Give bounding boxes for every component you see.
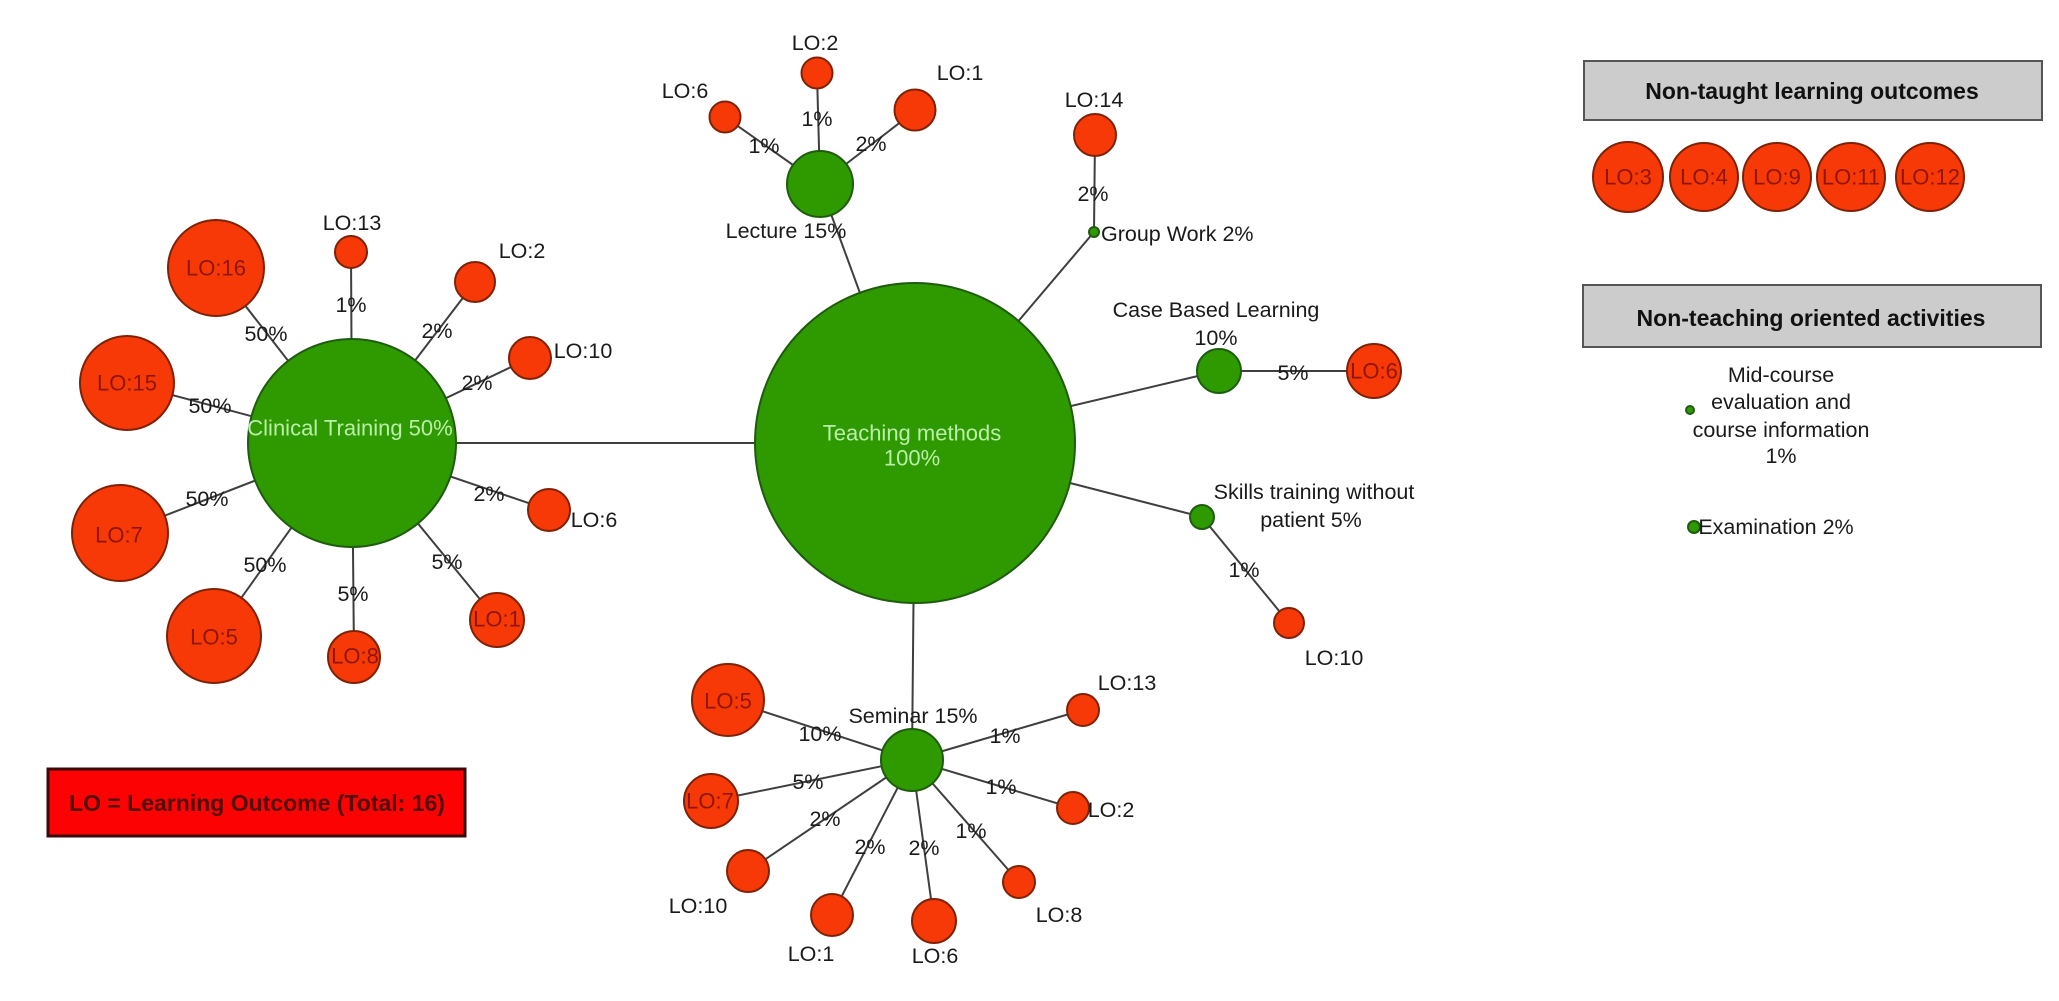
svg-text:LO:1: LO:1 [473, 607, 521, 632]
svg-text:2%: 2% [855, 132, 886, 156]
svg-text:LO:10: LO:10 [669, 894, 728, 918]
svg-text:Examination 2%: Examination 2% [1698, 515, 1853, 539]
svg-text:5%: 5% [431, 550, 462, 574]
svg-text:LO:7: LO:7 [686, 789, 734, 814]
svg-text:LO:15: LO:15 [97, 371, 157, 396]
svg-text:2%: 2% [461, 371, 492, 395]
svg-text:1%: 1% [801, 107, 832, 131]
svg-text:LO:16: LO:16 [186, 256, 246, 281]
svg-text:LO:8: LO:8 [331, 644, 379, 669]
svg-text:LO:1: LO:1 [788, 942, 835, 966]
svg-text:1%: 1% [955, 819, 986, 843]
svg-text:patient 5%: patient 5% [1260, 508, 1362, 532]
svg-text:LO:5: LO:5 [704, 689, 752, 714]
svg-text:2%: 2% [908, 836, 939, 860]
svg-text:LO:7: LO:7 [95, 523, 143, 548]
svg-text:2%: 2% [1077, 182, 1108, 206]
svg-text:100%: 100% [884, 446, 940, 471]
svg-text:LO:11: LO:11 [1822, 165, 1880, 190]
svg-text:LO:6: LO:6 [571, 508, 618, 532]
svg-text:50%: 50% [243, 553, 286, 577]
svg-text:Case Based Learning: Case Based Learning [1113, 298, 1320, 322]
svg-text:1%: 1% [748, 134, 779, 158]
svg-text:LO:14: LO:14 [1065, 88, 1124, 112]
svg-text:Non-teaching oriented activiti: Non-teaching oriented activities [1637, 305, 1986, 331]
svg-text:Teaching methods: Teaching methods [823, 421, 1002, 446]
svg-text:LO:1: LO:1 [937, 61, 984, 85]
svg-text:evaluation and: evaluation and [1711, 390, 1851, 414]
svg-text:LO:10: LO:10 [1305, 646, 1364, 670]
svg-text:2%: 2% [809, 807, 840, 831]
svg-text:50%: 50% [188, 394, 231, 418]
svg-text:10%: 10% [1194, 326, 1237, 350]
svg-text:Seminar 15%: Seminar 15% [848, 704, 977, 728]
svg-text:LO:6: LO:6 [912, 944, 959, 968]
svg-text:1%: 1% [1765, 444, 1796, 468]
svg-text:2%: 2% [473, 482, 504, 506]
svg-text:LO:12: LO:12 [1900, 165, 1960, 190]
svg-text:LO:6: LO:6 [1350, 359, 1398, 384]
svg-text:LO:5: LO:5 [190, 625, 238, 650]
svg-text:5%: 5% [792, 770, 823, 794]
svg-text:1%: 1% [989, 724, 1020, 748]
svg-text:LO:13: LO:13 [1098, 671, 1157, 695]
svg-text:Group Work 2%: Group Work 2% [1101, 222, 1254, 246]
svg-text:10%: 10% [798, 722, 841, 746]
svg-text:50%: 50% [185, 487, 228, 511]
svg-text:2%: 2% [854, 835, 885, 859]
svg-text:1%: 1% [335, 293, 366, 317]
svg-text:5%: 5% [337, 582, 368, 606]
svg-text:50%: 50% [244, 322, 287, 346]
svg-text:LO:3: LO:3 [1604, 165, 1652, 190]
svg-text:1%: 1% [985, 775, 1016, 799]
svg-text:Mid-course: Mid-course [1728, 363, 1834, 387]
svg-text:LO:4: LO:4 [1680, 165, 1728, 190]
svg-text:Clinical Training 50%: Clinical Training 50% [247, 416, 452, 441]
svg-text:LO:9: LO:9 [1753, 165, 1801, 190]
svg-text:LO:10: LO:10 [554, 339, 613, 363]
svg-text:LO:6: LO:6 [662, 79, 709, 103]
svg-text:5%: 5% [1277, 361, 1308, 385]
svg-text:LO = Learning Outcome (Total:: LO = Learning Outcome (Total: 16) [69, 790, 445, 816]
svg-text:course information: course information [1693, 418, 1870, 442]
svg-text:Non-taught learning outcomes: Non-taught learning outcomes [1645, 78, 1979, 104]
svg-text:LO:2: LO:2 [1088, 798, 1135, 822]
svg-text:LO:8: LO:8 [1036, 903, 1083, 927]
svg-text:LO:2: LO:2 [792, 31, 839, 55]
svg-text:Skills training without: Skills training without [1214, 480, 1415, 504]
svg-text:Lecture 15%: Lecture 15% [726, 219, 847, 243]
svg-text:LO:2: LO:2 [499, 239, 546, 263]
svg-text:2%: 2% [421, 319, 452, 343]
svg-text:1%: 1% [1228, 558, 1259, 582]
svg-text:LO:13: LO:13 [323, 211, 382, 235]
